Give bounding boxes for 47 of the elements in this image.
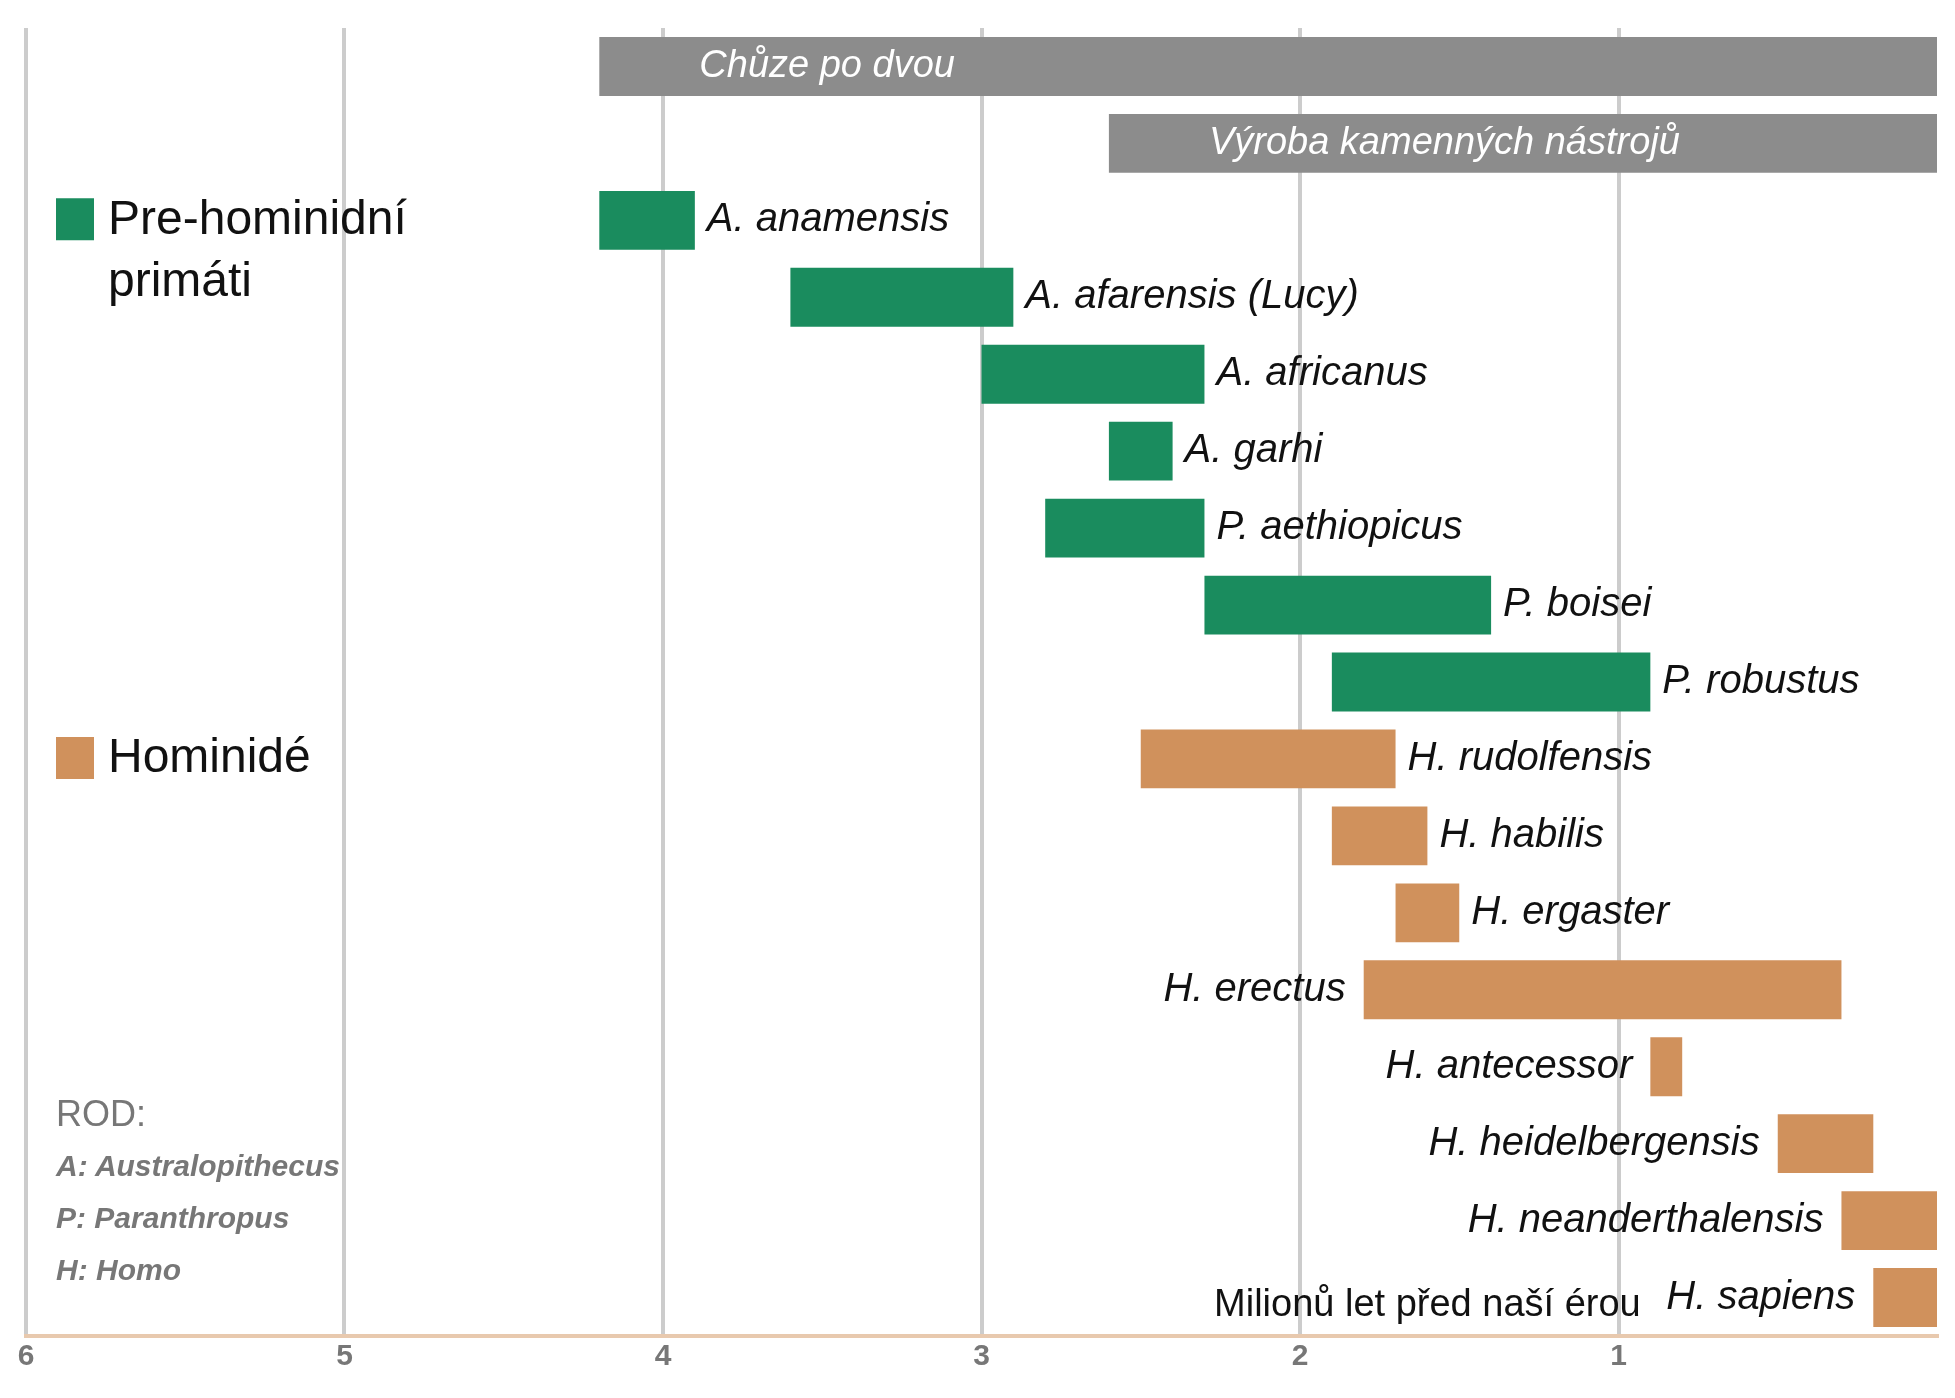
bar: [1140, 729, 1396, 789]
y-tick-label: H. heidelbergensis: [1428, 1118, 1760, 1163]
y-tick-label: H. neanderthalensis: [1467, 1195, 1824, 1240]
legend-label: Hominidé: [108, 729, 311, 783]
x-tick-label: 2: [1291, 1338, 1309, 1372]
bar: [1108, 113, 1937, 173]
annotation: H: Homo: [56, 1253, 181, 1287]
y-tick-label: H. ergaster: [1471, 887, 1671, 932]
annotation: A: Australopithecus: [55, 1149, 340, 1183]
y-tick-label: P. aethiopicus: [1216, 503, 1463, 548]
x-tick-label: 3: [973, 1338, 990, 1372]
y-tick-label: Výroba kamenných nástrojů: [1208, 119, 1680, 162]
bar: [981, 344, 1205, 404]
legend-label: Pre-hominidní primáti: [108, 190, 408, 306]
y-tick-label: H. rudolfensis: [1407, 734, 1653, 779]
bar: [1873, 1268, 1937, 1327]
x-tick-label: 5: [336, 1338, 353, 1372]
bar: [1395, 883, 1460, 943]
y-tick-label: H. erectus: [1163, 964, 1346, 1009]
bar: [1204, 575, 1492, 635]
bar: [1363, 960, 1842, 1020]
y-tick-label: Chůze po dvou: [699, 43, 955, 86]
y-tick-label: H. habilis: [1439, 811, 1604, 856]
y-tick-label: A. africanus: [1214, 349, 1428, 394]
annotation: ROD:: [56, 1092, 146, 1134]
bar: [1650, 1037, 1683, 1097]
bar: [599, 37, 1937, 96]
bar: [1777, 1114, 1874, 1174]
bar: [790, 267, 1014, 327]
y-tick-label: A. anamensis: [704, 195, 950, 240]
y-tick-label: A. garhi: [1182, 426, 1324, 471]
y-tick-label: H. sapiens: [1666, 1272, 1856, 1317]
bar: [1108, 421, 1173, 481]
bar: [1331, 806, 1428, 866]
bar: [1331, 652, 1651, 712]
y-tick-label: A. afarensis (Lucy): [1023, 272, 1359, 317]
y-tick-label: H. antecessor: [1385, 1041, 1635, 1086]
bar: [1045, 498, 1205, 558]
bar: [599, 190, 695, 250]
y-tick-label: P. robustus: [1662, 657, 1860, 702]
x-tick-label: 6: [17, 1338, 35, 1372]
x-tick-label: 1: [1610, 1338, 1627, 1372]
annotation: P: Paranthropus: [56, 1201, 290, 1235]
bar: [1841, 1191, 1937, 1251]
x-axis-title: Milionů let před naší érou: [1214, 1282, 1641, 1325]
x-tick-label: 4: [654, 1338, 672, 1372]
y-tick-label: P. boisei: [1503, 580, 1653, 625]
